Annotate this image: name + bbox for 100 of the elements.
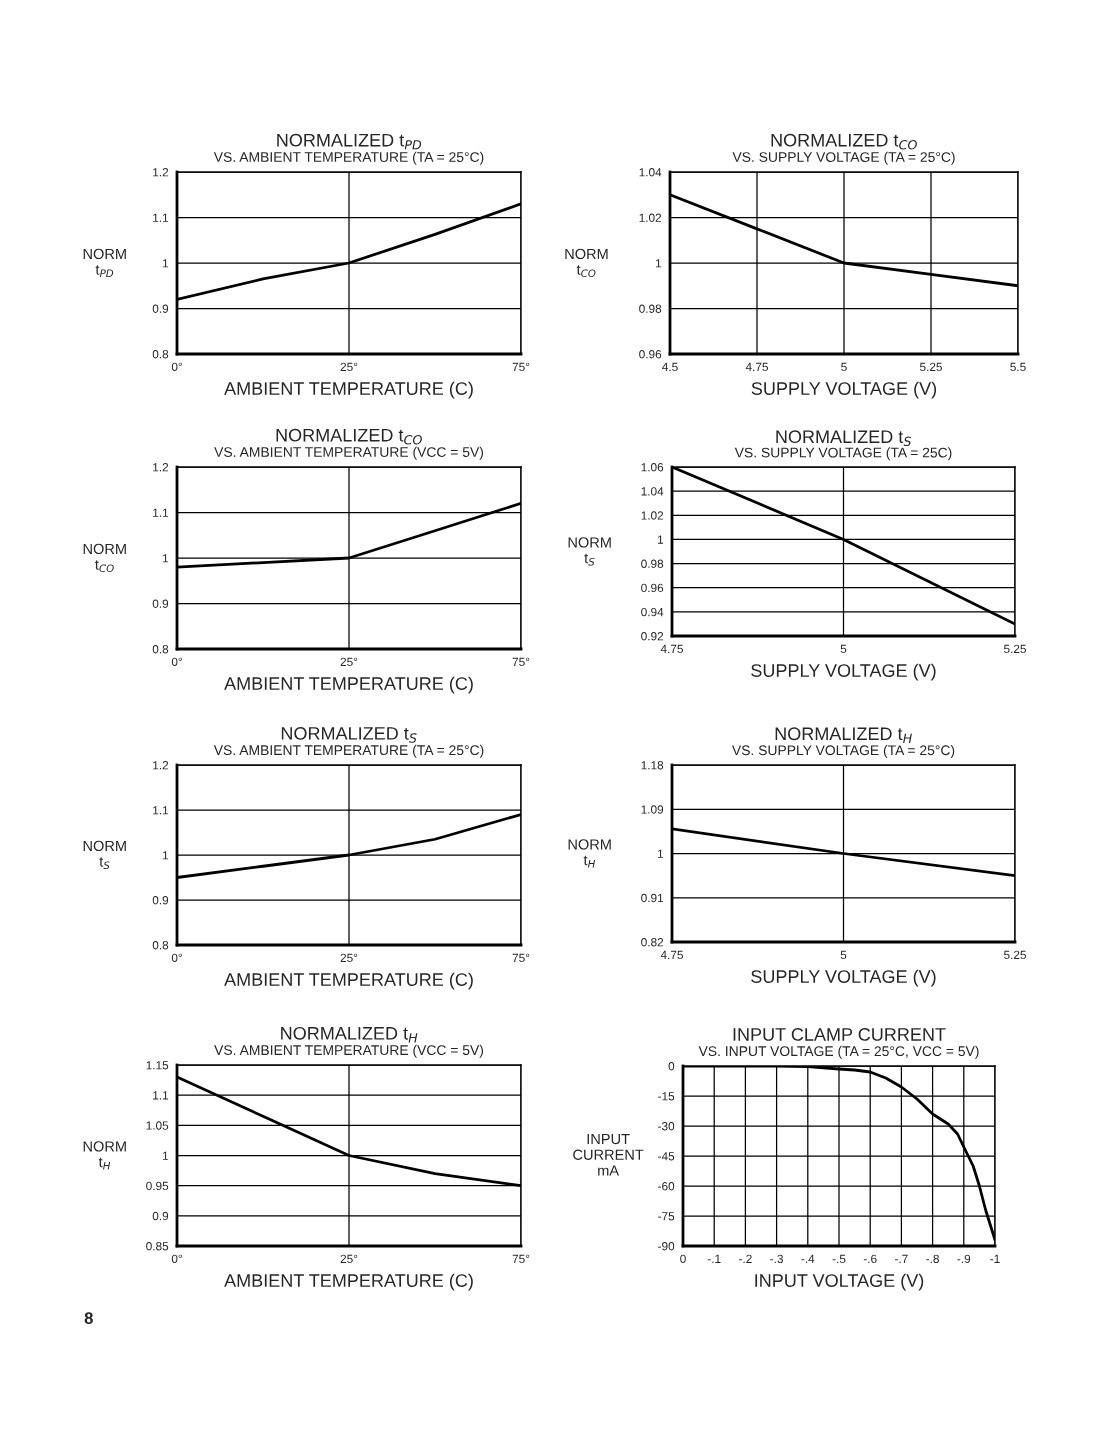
chart-title: NORMALIZED t$_{CO}$ [771,133,917,150]
chart-subtitle: VS. AMBIENT TEMPERATURE (VCC = 5V) [214,1044,484,1058]
text: 8 [84,1312,93,1324]
chart-subtitle: VS. AMBIENT TEMPERATURE (TA = 25°C) [213,744,484,758]
y-tick-label: -60 [658,1182,675,1191]
y-tick-label: 1.04 [639,168,662,177]
y-tick-label: 1.2 [153,463,169,472]
y-tick-label: 0.98 [641,559,664,568]
y-tick-label: 1 [656,259,662,268]
y-tick-label: 1.15 [146,1061,169,1070]
x-tick-label: 5 [840,950,847,959]
y-tick-label: 0.98 [639,304,662,313]
chart-title: NORMALIZED t$_{S}$ [281,727,417,743]
y-tick-label: -90 [658,1242,675,1251]
y-tick-label: 1.1 [153,806,169,815]
x-axis-title: AMBIENT TEMPERATURE (C) [224,1273,473,1291]
x-tick-label: -.2 [739,1254,752,1263]
y-axis-title: INPUT CURRENT mA [573,1134,644,1176]
y-axis-title: NORM t$_{S}$ [83,840,126,870]
chart-subtitle: VS. INPUT VOLTAGE (TA = 25°C, VCC = 5V) [698,1045,979,1059]
y-tick-label: 1 [163,554,169,563]
x-tick-label: -.8 [926,1254,939,1263]
y-axis-title: NORM t$_{S}$ [568,537,611,566]
chart-title: NORMALIZED t$_{PD}$ [277,133,422,150]
y-tick-label: 1 [163,259,169,268]
chart-subtitle: VS. AMBIENT TEMPERATURE (TA = 25°C) [213,151,484,165]
x-tick-label: -.3 [770,1254,783,1263]
y-tick-label: 0.91 [641,893,664,903]
y-axis-title: NORM t$_{H}$ [83,1141,126,1170]
y-tick-label: 1.18 [641,761,664,770]
chart-title: INPUT CLAMP CURRENT [733,1028,946,1041]
x-tick-label: 4.5 [662,362,678,371]
y-tick-label: 0.9 [152,1211,169,1221]
chart-title: NORMALIZED t$_{S}$ [776,430,912,447]
y-tick-label: 0.95 [146,1181,169,1191]
y-tick-label: -45 [658,1152,675,1161]
y-tick-label: 1.04 [641,487,664,496]
chart-title: NORMALIZED t$_{H}$ [775,727,912,743]
y-tick-label: 0 [668,1062,675,1071]
x-tick-label: 25° [340,657,358,666]
x-tick-label: 75° [512,362,530,371]
x-axis-title: AMBIENT TEMPERATURE (C) [224,972,473,990]
y-tick-label: -75 [658,1212,675,1221]
x-tick-label: 5 [841,362,847,371]
x-tick-label: 25° [340,953,358,962]
x-tick-label: 5.25 [1003,644,1026,653]
x-tick-label: -1 [990,1254,1000,1263]
y-tick-label: 0.8 [152,350,169,359]
x-tick-label: 5.25 [1003,950,1026,959]
y-tick-label: 1.02 [641,511,664,520]
y-tick-label: 1.1 [153,508,169,517]
chart-subtitle: VS. SUPPLY VOLTAGE (TA = 25C) [734,447,952,461]
x-tick-label: 25° [340,362,358,371]
x-axis-title: AMBIENT TEMPERATURE (C) [224,676,473,694]
y-tick-label: 0.9 [152,304,169,313]
x-tick-label: 75° [512,1254,530,1263]
x-tick-label: 75° [512,657,530,666]
y-tick-label: -30 [658,1122,675,1131]
x-tick-label: 25° [340,1254,358,1263]
x-tick-label: 0° [171,657,182,666]
x-tick-label: -.9 [957,1254,971,1263]
y-axis-title: NORM t$_{PD}$ [83,248,126,277]
y-axis-title: NORM t$_{CO}$ [83,543,126,573]
x-tick-label: 5 [840,644,847,653]
y-tick-label: 1 [658,535,664,544]
x-tick-label: 0° [171,953,182,962]
y-tick-label: 0.9 [152,599,169,608]
x-axis-title: INPUT VOLTAGE (V) [755,1273,924,1291]
chart-title: NORMALIZED t$_{CO}$ [276,428,422,445]
y-tick-label: 1.02 [639,213,662,222]
y-tick-label: 1 [163,851,169,860]
y-tick-label: 1.1 [153,213,169,222]
x-tick-label: 75° [512,953,530,962]
y-tick-label: 1.1 [153,1091,169,1100]
x-tick-label: -.5 [832,1254,846,1263]
x-tick-label: -.7 [895,1254,908,1263]
y-tick-label: 0.9 [152,896,169,905]
x-axis-title: SUPPLY VOLTAGE (V) [751,381,937,399]
x-tick-label: -.4 [801,1254,815,1263]
chart-subtitle: VS. SUPPLY VOLTAGE (TA = 25°C) [732,744,955,758]
y-tick-label: 1 [658,849,664,858]
x-tick-label: 5.25 [919,362,942,371]
y-tick-label: -15 [658,1092,675,1101]
y-tick-label: 0.94 [641,607,664,617]
y-tick-label: 1.06 [641,463,664,472]
y-tick-label: 0.96 [641,583,664,593]
y-tick-label: 0.8 [152,941,169,950]
x-axis-title: SUPPLY VOLTAGE (V) [751,663,936,681]
x-tick-label: 0° [171,362,182,371]
y-tick-label: 0.82 [641,938,664,947]
y-axis-title: NORM t$_{CO}$ [565,248,608,278]
y-axis-title: NORM t$_{H}$ [568,839,611,868]
y-tick-label: 1.2 [153,761,169,770]
x-tick-label: 4.75 [660,644,683,653]
chart-title: NORMALIZED t$_{H}$ [281,1026,418,1043]
x-tick-label: 0 [680,1254,686,1263]
y-tick-label: 1 [163,1151,169,1160]
y-tick-label: 0.85 [146,1242,169,1251]
x-tick-label: 4.75 [660,950,683,959]
y-tick-label: 1.09 [641,805,664,814]
